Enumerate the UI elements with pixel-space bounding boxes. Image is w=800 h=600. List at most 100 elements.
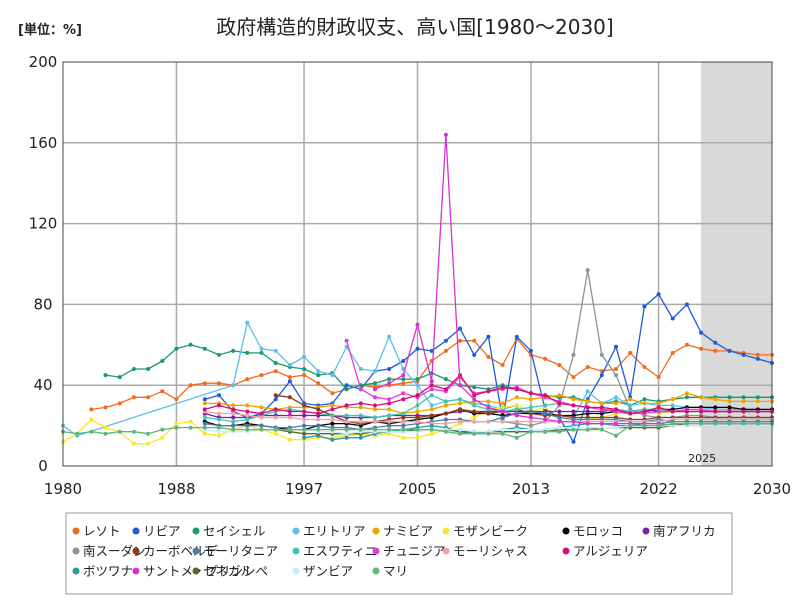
data-point [415, 415, 420, 420]
data-point [642, 304, 647, 309]
data-point [401, 411, 406, 416]
data-point [259, 415, 264, 420]
data-point [89, 429, 94, 434]
legend-label: エリトリア [303, 524, 366, 539]
data-point [585, 268, 590, 273]
data-point [373, 369, 377, 374]
y-tick-label: 160 [29, 134, 58, 152]
legend: レソト リビア セイシェル エリトリア ナミビア モザンビーク モロッコ 南アフリカ南スーダン… [72, 524, 716, 579]
data-point [628, 411, 633, 416]
data-point [415, 393, 420, 398]
x-tick-label: 1988 [157, 480, 195, 498]
data-point [231, 348, 236, 353]
data-point [458, 401, 462, 406]
data-point [599, 373, 604, 378]
data-point [401, 359, 406, 363]
data-point [202, 381, 207, 386]
data-point [174, 346, 179, 351]
data-point [713, 409, 718, 414]
data-point [429, 427, 434, 432]
data-point [713, 340, 718, 345]
series-20 [61, 421, 774, 440]
legend-item: セイシェル [192, 524, 266, 539]
legend-label: モザンビーク [453, 524, 528, 539]
data-point [217, 417, 221, 422]
data-point [415, 403, 420, 408]
data-point [401, 423, 406, 428]
data-point [557, 415, 562, 420]
data-point [571, 419, 576, 424]
data-point [684, 395, 689, 400]
data-point [358, 367, 363, 371]
data-point [699, 346, 704, 351]
data-point [429, 393, 434, 398]
data-point [741, 399, 746, 404]
data-point [287, 375, 292, 380]
legend-item: サントメ・プリンシペ [132, 564, 268, 579]
data-point [571, 439, 576, 444]
legend-label: ボツワナ [83, 564, 133, 579]
y-tick-label: 120 [29, 215, 58, 233]
data-point [131, 367, 136, 371]
x-tick-label: 2005 [398, 480, 436, 498]
data-point [287, 379, 292, 384]
data-point [273, 415, 278, 420]
data-point [486, 334, 491, 339]
data-point [628, 397, 633, 402]
data-point [273, 369, 278, 374]
data-point [344, 435, 349, 440]
legend-item: ボツワナ [72, 564, 133, 579]
legend-marker [72, 547, 80, 555]
forecast-label: 2025 [688, 452, 716, 465]
data-point [358, 413, 363, 418]
data-point [755, 399, 760, 404]
data-point [387, 419, 392, 424]
data-point [656, 409, 661, 414]
data-point [741, 409, 746, 414]
data-point [273, 407, 278, 412]
data-point [585, 409, 590, 414]
y-tick-label: 0 [38, 457, 48, 475]
data-point [103, 373, 108, 378]
data-point [344, 431, 349, 436]
data-point [472, 409, 477, 414]
data-point [344, 419, 349, 424]
data-point [245, 350, 250, 355]
data-point [231, 419, 236, 424]
data-point [387, 427, 392, 432]
legend-marker [192, 527, 200, 535]
data-point [188, 419, 193, 424]
data-point [217, 381, 221, 386]
data-point [429, 413, 434, 418]
data-point [330, 391, 335, 396]
data-point [528, 415, 533, 420]
data-point [557, 419, 562, 424]
data-point [684, 391, 689, 396]
data-point [656, 401, 661, 406]
data-point [302, 373, 307, 378]
data-point [259, 427, 264, 432]
legend-label: モーリタニア [203, 544, 278, 559]
data-point [160, 389, 165, 394]
data-point [486, 389, 491, 394]
data-point [571, 352, 576, 357]
data-point [458, 427, 462, 432]
data-point [500, 419, 505, 424]
data-point [557, 363, 562, 367]
legend-label: セネガル [203, 564, 253, 579]
data-point [89, 417, 94, 422]
data-point [188, 383, 193, 388]
data-point [273, 427, 278, 432]
data-point [245, 377, 250, 382]
data-point [287, 415, 292, 420]
data-point [514, 413, 519, 418]
data-point [302, 423, 307, 428]
data-point [245, 423, 250, 428]
legend-label: ザンビア [303, 564, 353, 579]
data-point [528, 391, 533, 396]
legend-label: ナミビア [383, 524, 433, 539]
data-point [330, 403, 335, 408]
data-point [358, 435, 363, 440]
legend-label: エスワティニ [303, 544, 377, 559]
data-point [302, 403, 307, 408]
